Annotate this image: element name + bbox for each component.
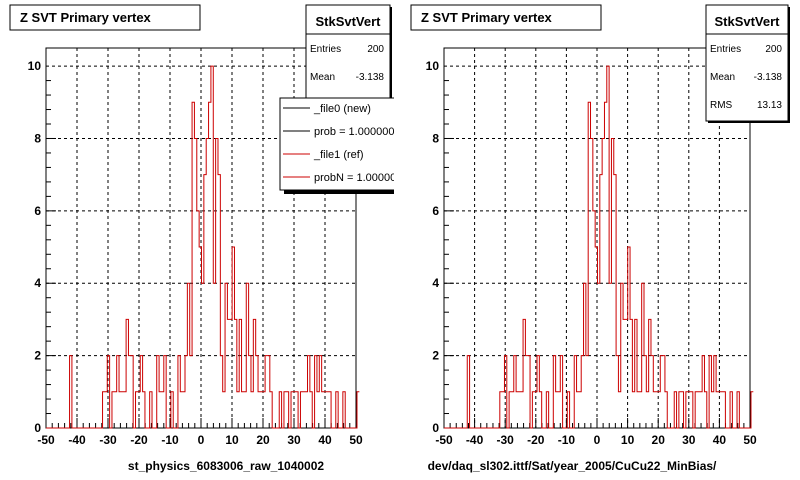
stats-box — [705, 4, 789, 122]
x-tick-label: -10 — [161, 433, 179, 447]
x-tick-label: 30 — [287, 433, 301, 447]
stats-value: 200 — [765, 44, 782, 55]
x-tick-label: 20 — [652, 433, 666, 447]
y-tick-label: 6 — [34, 204, 41, 218]
histogram-series — [444, 65, 754, 429]
stats-value: -3.138 — [356, 72, 385, 83]
stats-label: Mean — [710, 72, 735, 83]
x-tick-label: -40 — [466, 433, 484, 447]
x-tick-label: -20 — [130, 433, 148, 447]
legend: _file0 (new) prob = 1.000000 _file1 (ref) p… — [279, 97, 402, 194]
x-tick-label: 10 — [225, 433, 239, 447]
stats-value: 200 — [367, 44, 384, 55]
y-tick-label: 10 — [426, 59, 440, 73]
plot-frame — [443, 47, 751, 429]
legend-label: probN = 1.000000 — [314, 172, 402, 184]
legend-label: _file0 (new) — [313, 103, 371, 115]
x-tick-label: 20 — [256, 433, 270, 447]
stats-value: -3.138 — [754, 72, 783, 83]
x-tick-label: 0 — [594, 433, 601, 447]
x-tick-label: 50 — [349, 433, 363, 447]
y-tick-label: 2 — [432, 349, 439, 363]
x-tick-label: 50 — [743, 433, 757, 447]
stats-label: Entries — [310, 44, 341, 55]
x-tick-label: -30 — [497, 433, 515, 447]
x-tick-label: -50 — [37, 433, 55, 447]
x-tick-label: -30 — [99, 433, 117, 447]
x-tick-label: 10 — [621, 433, 635, 447]
x-tick-label: -50 — [435, 433, 453, 447]
title-box — [9, 4, 201, 31]
stats-box-name: StkSvtVert — [714, 14, 780, 29]
chart-title: Z SVT Primary vertex — [20, 10, 152, 25]
y-tick-label: 2 — [34, 349, 41, 363]
y-tick-label: 8 — [432, 131, 439, 145]
x-tick-label: 0 — [198, 433, 205, 447]
stats-value: 13.13 — [757, 100, 782, 111]
histogram-series — [46, 65, 360, 429]
legend-label: _file1 (ref) — [313, 149, 364, 161]
y-tick-label: 4 — [34, 276, 41, 290]
stats-label: Entries — [710, 44, 741, 55]
title-box — [410, 4, 602, 31]
y-tick-label: 0 — [34, 421, 41, 435]
y-tick-label: 6 — [432, 204, 439, 218]
x-axis-label: st_physics_6083006_raw_1040002 — [128, 459, 324, 473]
stats-label: Mean — [310, 72, 335, 83]
legend-label: prob = 1.000000 — [314, 126, 394, 138]
y-tick-label: 0 — [432, 421, 439, 435]
x-tick-label: -40 — [68, 433, 86, 447]
x-tick-label: 30 — [682, 433, 696, 447]
histogram-panel-1: -50 -40 -30 -20 -10 0 10 20 30 40 50 0 2 4 6 8 10 st_phys… — [9, 4, 402, 473]
x-tick-label: -20 — [527, 433, 545, 447]
stats-box — [305, 4, 391, 101]
y-tick-label: 4 — [432, 276, 439, 290]
stats-label: RMS — [710, 100, 733, 111]
x-axis-label: dev/daq_sl302.ittf/Sat/year_2005/CuCu22_… — [428, 459, 717, 473]
chart-title: Z SVT Primary vertex — [421, 10, 553, 25]
x-tick-label: -10 — [558, 433, 576, 447]
x-tick-label: 40 — [713, 433, 727, 447]
y-tick-label: 10 — [28, 59, 42, 73]
x-tick-label: 40 — [318, 433, 332, 447]
y-tick-label: 8 — [34, 131, 41, 145]
stats-box-name: StkSvtVert — [315, 14, 381, 29]
histogram-panel-2: -50 -40 -30 -20 -10 0 10 20 30 40 50 0 2 4 6 8 10 dev/daq… — [410, 4, 790, 473]
legend-box — [279, 97, 394, 191]
